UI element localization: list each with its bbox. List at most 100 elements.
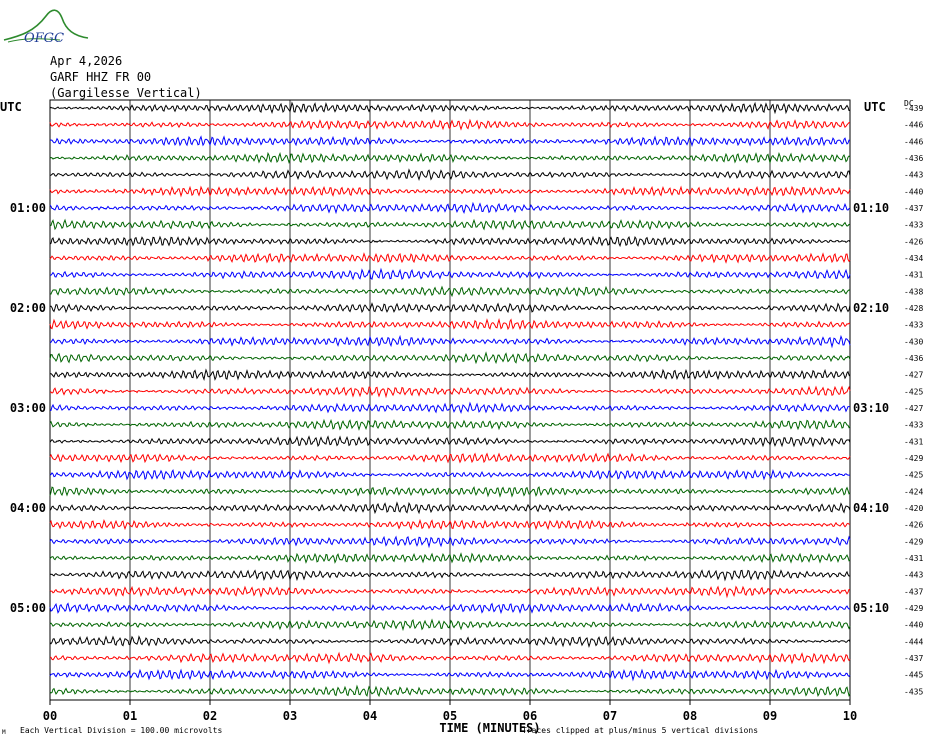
x-tick-label: 06 bbox=[523, 709, 537, 723]
left-time-label: 02:00 bbox=[10, 301, 46, 315]
dc-offset-label: -425 bbox=[904, 471, 923, 480]
dc-offset-label: -446 bbox=[904, 137, 923, 146]
dc-offset-label: -440 bbox=[904, 621, 923, 630]
trace-line bbox=[49, 552, 851, 564]
header-station: GARF HHZ FR 00 bbox=[50, 70, 152, 84]
right-time-label: 01:10 bbox=[853, 201, 889, 215]
left-time-label: 01:00 bbox=[10, 201, 46, 215]
x-tick-label: 07 bbox=[603, 709, 617, 723]
trace-line bbox=[49, 185, 851, 198]
trace-line bbox=[49, 252, 851, 264]
right-time-label: 05:10 bbox=[853, 601, 889, 615]
trace-line bbox=[49, 351, 851, 365]
dc-offset-label: -427 bbox=[904, 404, 923, 413]
trace-line bbox=[49, 334, 851, 349]
dc-offset-label: -433 bbox=[904, 421, 923, 430]
right-time-label: 03:10 bbox=[853, 401, 889, 415]
x-axis-title: TIME (MINUTES) bbox=[439, 721, 540, 735]
dc-offset-label: -443 bbox=[904, 571, 923, 580]
trace-line bbox=[49, 518, 851, 531]
logo-text: OFGC bbox=[24, 31, 64, 46]
clip-note: Traces clipped at plus/minus 5 vertical … bbox=[522, 726, 758, 735]
x-tick-label: 08 bbox=[683, 709, 697, 723]
right-time-label: 02:10 bbox=[853, 301, 889, 315]
dc-offset-label: -433 bbox=[904, 221, 923, 230]
left-time-label: 05:00 bbox=[10, 601, 46, 615]
dc-offset-label: -436 bbox=[904, 154, 923, 163]
dc-offset-label: -443 bbox=[904, 171, 923, 180]
dc-offset-label: -425 bbox=[904, 387, 923, 396]
trace-line bbox=[49, 486, 851, 498]
x-tick-label: 04 bbox=[363, 709, 377, 723]
trace-line bbox=[49, 469, 851, 481]
dc-offset-label: -431 bbox=[904, 437, 923, 446]
dc-offset-label: -424 bbox=[904, 487, 923, 496]
plot-grid bbox=[49, 99, 851, 705]
dc-offset-label: -420 bbox=[904, 504, 923, 513]
trace-line bbox=[49, 684, 851, 698]
dc-offset-label: -433 bbox=[904, 321, 923, 330]
dc-offset-label: -444 bbox=[904, 637, 923, 646]
trace-line bbox=[49, 452, 851, 464]
dc-offset-label: -426 bbox=[904, 237, 923, 246]
trace-line bbox=[49, 535, 851, 549]
x-tick-label: 00 bbox=[43, 709, 57, 723]
trace-line bbox=[49, 218, 851, 231]
trace-line bbox=[49, 418, 851, 431]
trace-line bbox=[49, 151, 851, 165]
x-tick-label: 01 bbox=[123, 709, 137, 723]
dc-offset-label: -426 bbox=[904, 521, 923, 530]
x-tick-label: 09 bbox=[763, 709, 777, 723]
dc-offset-label: -436 bbox=[904, 354, 923, 363]
trace-line bbox=[49, 569, 851, 582]
trace-line bbox=[49, 501, 851, 515]
trace-line bbox=[49, 118, 851, 131]
trace-line bbox=[49, 401, 851, 415]
dc-offset-label: -440 bbox=[904, 187, 923, 196]
x-tick-label: 02 bbox=[203, 709, 217, 723]
dc-offset-label: -445 bbox=[904, 671, 923, 680]
trace-line bbox=[49, 267, 851, 281]
trace-line bbox=[49, 135, 851, 148]
trace-line bbox=[49, 385, 851, 399]
trace-line bbox=[49, 668, 851, 682]
trace-line bbox=[49, 602, 851, 615]
label-group: 00 01 02 03 04 05 06 07 08 09 10 UTC UTC DC TIME (MINU… bbox=[0, 99, 923, 736]
x-tick-label: 10 bbox=[843, 709, 857, 723]
trace-line bbox=[49, 302, 851, 314]
dc-offset-label: -429 bbox=[904, 604, 923, 613]
dc-offset-label: -431 bbox=[904, 271, 923, 280]
dc-offset-label: -438 bbox=[904, 287, 923, 296]
dc-offset-label: -431 bbox=[904, 554, 923, 563]
dc-offset-label: -437 bbox=[904, 204, 923, 213]
trace-group bbox=[49, 101, 851, 698]
trace-line bbox=[49, 168, 851, 182]
dc-offset-label: -435 bbox=[904, 687, 923, 696]
trace-line bbox=[49, 368, 851, 381]
corner-mark: M bbox=[2, 729, 6, 736]
trace-line bbox=[49, 317, 851, 331]
trace-line bbox=[49, 585, 851, 599]
x-tick-label: 03 bbox=[283, 709, 297, 723]
dc-offset-label: -439 bbox=[904, 104, 923, 113]
dc-offset-label: -434 bbox=[904, 254, 923, 263]
dc-offset-label: -428 bbox=[904, 304, 923, 313]
right-time-label: 04:10 bbox=[853, 501, 889, 515]
left-time-label: 04:00 bbox=[10, 501, 46, 515]
trace-line bbox=[49, 101, 851, 115]
right-utc-label: UTC bbox=[864, 100, 886, 114]
trace-line bbox=[49, 435, 851, 448]
header-location: (Gargilesse Vertical) bbox=[50, 86, 202, 100]
dc-offset-label: -437 bbox=[904, 587, 923, 596]
dc-offset-label: -429 bbox=[904, 537, 923, 546]
left-utc-label: UTC bbox=[0, 100, 22, 114]
trace-line bbox=[49, 618, 851, 632]
dc-offset-label: -430 bbox=[904, 337, 923, 346]
trace-line bbox=[49, 285, 851, 298]
ofgc-logo: OFGC bbox=[3, 9, 89, 46]
dc-offset-label: -437 bbox=[904, 654, 923, 663]
dc-offset-label: -446 bbox=[904, 121, 923, 130]
scale-note: Each Vertical Division = 100.00 microvol… bbox=[20, 726, 222, 735]
trace-line bbox=[49, 635, 851, 648]
